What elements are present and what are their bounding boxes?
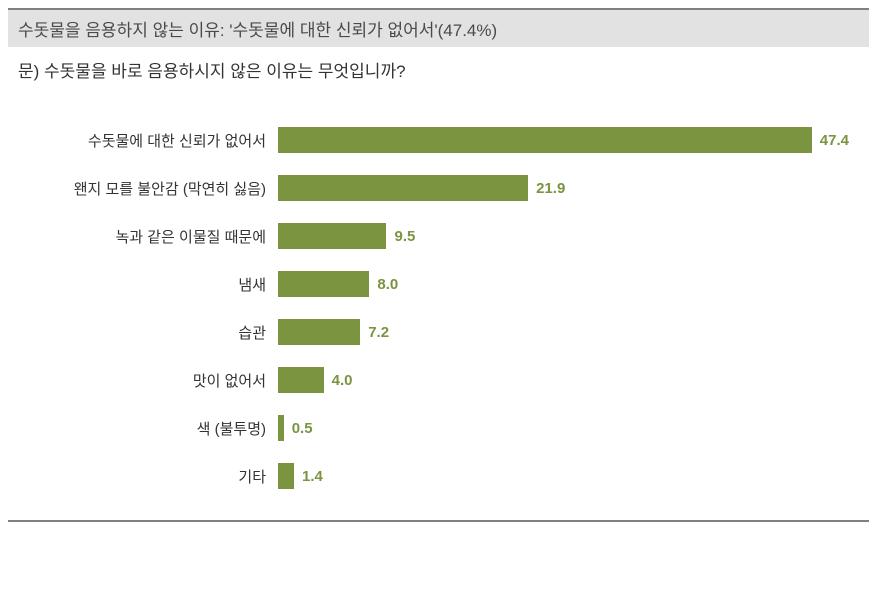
- bar: [278, 415, 284, 441]
- bar-value: 47.4: [820, 132, 849, 149]
- bar-value: 9.5: [394, 228, 415, 245]
- chart-row: 기타 1.4: [28, 452, 849, 500]
- bar: [278, 223, 386, 249]
- bar-value: 1.4: [302, 468, 323, 485]
- bar-label: 기타: [28, 466, 278, 487]
- bar-area: 9.5: [278, 223, 849, 249]
- bar-label: 맛이 없어서: [28, 370, 278, 391]
- bar-value: 0.5: [292, 420, 313, 437]
- bar-chart: 수돗물에 대한 신뢰가 없어서 47.4 왠지 모를 불안감 (막연히 싫음) 21.…: [8, 86, 869, 522]
- chart-row: 수돗물에 대한 신뢰가 없어서 47.4: [28, 116, 849, 164]
- bar-area: 7.2: [278, 319, 849, 345]
- bar: [278, 367, 324, 393]
- bar: [278, 175, 528, 201]
- bar-label: 수돗물에 대한 신뢰가 없어서: [28, 130, 278, 151]
- question-text: 문) 수돗물을 바로 음용하시지 않은 이유는 무엇입니까?: [8, 47, 869, 86]
- bar-area: 8.0: [278, 271, 849, 297]
- bar-label: 색 (불투명): [28, 418, 278, 439]
- bar-area: 0.5: [278, 415, 849, 441]
- bar-area: 21.9: [278, 175, 849, 201]
- chart-row: 녹과 같은 이물질 때문에 9.5: [28, 212, 849, 260]
- bar: [278, 463, 294, 489]
- bar-area: 47.4: [278, 127, 849, 153]
- bar-area: 4.0: [278, 367, 849, 393]
- chart-row: 색 (불투명) 0.5: [28, 404, 849, 452]
- bar-value: 21.9: [536, 180, 565, 197]
- bar: [278, 271, 369, 297]
- bar-label: 습관: [28, 322, 278, 343]
- bar-area: 1.4: [278, 463, 849, 489]
- bar: [278, 127, 812, 153]
- bar-label: 녹과 같은 이물질 때문에: [28, 226, 278, 247]
- chart-row: 습관 7.2: [28, 308, 849, 356]
- bar-value: 4.0: [332, 372, 353, 389]
- bar: [278, 319, 360, 345]
- chart-row: 왠지 모를 불안감 (막연히 싫음) 21.9: [28, 164, 849, 212]
- bar-label: 냄새: [28, 274, 278, 295]
- chart-row: 맛이 없어서 4.0: [28, 356, 849, 404]
- header-text: 수돗물을 음용하지 않는 이유: '수돗물에 대한 신뢰가 없어서'(47.4%…: [18, 21, 497, 40]
- header-bar: 수돗물을 음용하지 않는 이유: '수돗물에 대한 신뢰가 없어서'(47.4%…: [8, 8, 869, 47]
- chart-row: 냄새 8.0: [28, 260, 849, 308]
- bar-value: 8.0: [377, 276, 398, 293]
- bar-label: 왠지 모를 불안감 (막연히 싫음): [28, 178, 278, 199]
- bar-value: 7.2: [368, 324, 389, 341]
